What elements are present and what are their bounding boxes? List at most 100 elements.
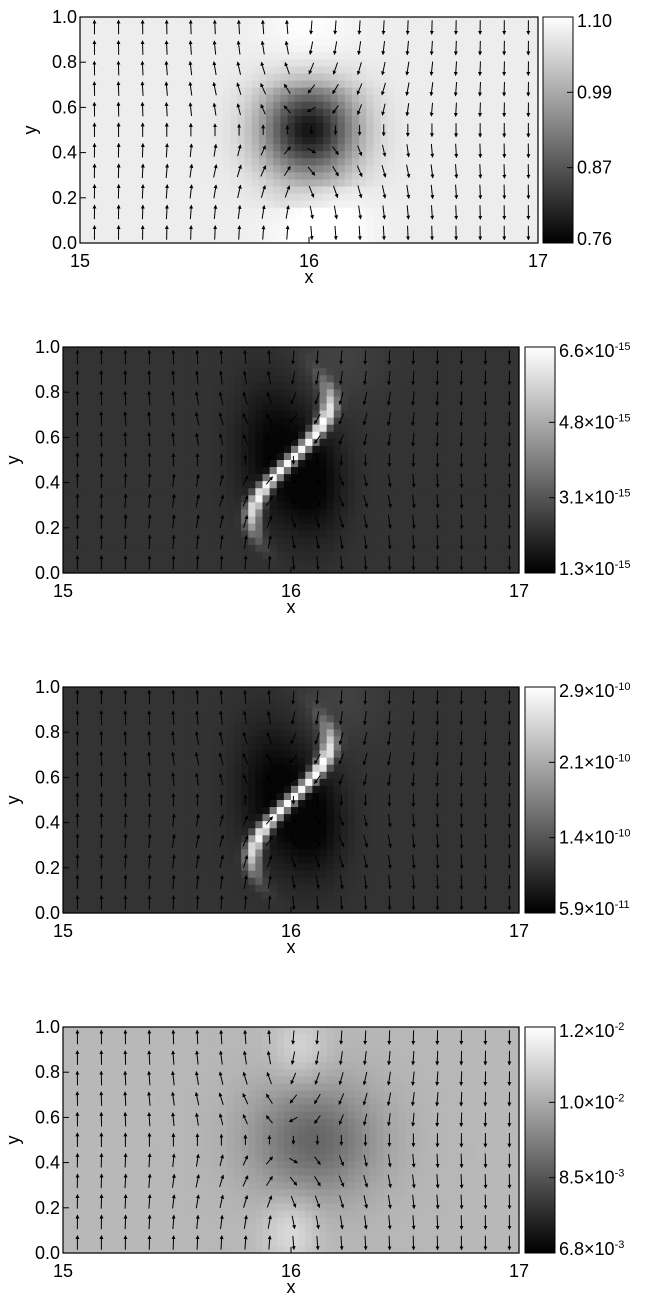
heatmap-cell: [122, 130, 131, 138]
heatmap-cell: [70, 431, 78, 440]
heatmap-cell: [194, 158, 203, 166]
heatmap-cell: [120, 565, 128, 574]
heatmap-cell: [426, 438, 435, 447]
heatmap-cell: [165, 235, 174, 244]
heatmap-cell: [419, 467, 427, 475]
heatmap-cell: [198, 530, 207, 539]
heatmap-cell: [509, 52, 518, 60]
heatmap-cell: [84, 452, 93, 461]
heatmap-cell: [63, 750, 71, 759]
heatmap-cell: [258, 115, 267, 124]
velocity-arrow: [236, 61, 242, 75]
heatmap-cell: [444, 172, 453, 181]
heatmap-cell: [244, 94, 253, 103]
heatmap-cell: [287, 80, 296, 89]
velocity-arrow: [189, 163, 194, 178]
heatmap-cell: [241, 445, 249, 454]
heatmap-cell: [208, 87, 217, 96]
heatmap-cell: [487, 200, 496, 209]
heatmap-cell: [355, 417, 363, 426]
heatmap-cell: [191, 474, 199, 482]
heatmap-cell: [362, 396, 370, 405]
heatmap-cell: [397, 445, 406, 454]
heatmap-cell: [495, 144, 503, 152]
velocity-arrow: [435, 391, 440, 406]
heatmap-cell: [294, 122, 303, 131]
heatmap-cell: [497, 452, 506, 461]
heatmap-cell: [212, 361, 221, 369]
heatmap-cell: [490, 537, 499, 546]
heatmap-cell: [440, 382, 449, 390]
heatmap-cell: [502, 17, 510, 25]
heatmap-cell: [495, 122, 503, 131]
heatmap-cell: [402, 214, 410, 223]
heatmap-cell: [316, 179, 324, 188]
heatmap-cell: [194, 66, 203, 75]
velocity-arrow: [309, 205, 314, 220]
heatmap-cell: [130, 151, 138, 159]
heatmap-cell: [91, 722, 100, 730]
heatmap-cell: [305, 361, 313, 369]
heatmap-cell: [230, 179, 239, 188]
y-tick-label: 0.8: [35, 382, 60, 402]
heatmap-cell: [165, 207, 174, 216]
heatmap-cell: [205, 368, 214, 376]
velocity-arrow: [429, 82, 434, 97]
heatmap-cell: [141, 828, 150, 836]
heatmap-cell: [312, 347, 321, 355]
heatmap-cell: [120, 361, 128, 369]
heatmap-cell: [241, 417, 249, 426]
heatmap-cell: [366, 87, 375, 96]
heatmap-cell: [454, 368, 463, 376]
heatmap-cell: [248, 460, 256, 468]
heatmap-cell: [447, 509, 456, 518]
heatmap-cell: [511, 389, 520, 398]
heatmap-cell: [148, 870, 157, 879]
heatmap-cell: [344, 214, 353, 223]
velocity-arrow: [289, 496, 298, 506]
heatmap-cell: [516, 221, 525, 230]
heatmap-cell: [108, 214, 117, 223]
heatmap-cell: [323, 59, 332, 68]
heatmap-cell: [355, 558, 363, 567]
velocity-arrow: [260, 184, 266, 198]
heatmap-cell: [112, 722, 121, 730]
heatmap-cell: [269, 558, 278, 567]
heatmap-cell: [77, 792, 85, 801]
heatmap-cell: [215, 172, 224, 181]
heatmap-cell: [523, 94, 532, 103]
heatmap-cell: [251, 193, 260, 202]
heatmap-cell: [165, 73, 174, 82]
heatmap-cell: [466, 228, 475, 237]
heatmap-cell: [105, 347, 114, 355]
heatmap-cell: [298, 523, 306, 532]
heatmap-cell: [144, 137, 153, 145]
heatmap-cell: [258, 200, 267, 209]
heatmap-cell: [137, 66, 146, 75]
heatmap-cell: [452, 52, 460, 60]
heatmap-cell: [276, 389, 285, 398]
heatmap-cell: [155, 488, 164, 496]
heatmap-cell: [98, 736, 107, 745]
heatmap-cell: [416, 17, 425, 25]
heatmap-cell: [530, 122, 539, 131]
heatmap-cell: [137, 101, 146, 110]
heatmap-cell: [369, 361, 378, 369]
heatmap-cell: [120, 516, 128, 525]
heatmap-cell: [280, 38, 289, 46]
heatmap-cell: [480, 179, 489, 188]
heatmap-cell: [430, 186, 439, 195]
heatmap-cell: [326, 558, 335, 567]
heatmap-cell: [70, 537, 78, 546]
heatmap-cell: [141, 558, 150, 567]
heatmap-cell: [223, 214, 231, 223]
heatmap-cell: [487, 38, 496, 46]
heatmap-cell: [444, 87, 453, 96]
heatmap-cell: [198, 354, 207, 362]
heatmap-cell: [112, 347, 121, 355]
velocity-arrow: [171, 390, 175, 406]
heatmap-cell: [312, 516, 321, 525]
heatmap-cell: [394, 45, 403, 53]
heatmap-cell: [473, 207, 482, 216]
heatmap-cell: [383, 389, 392, 398]
